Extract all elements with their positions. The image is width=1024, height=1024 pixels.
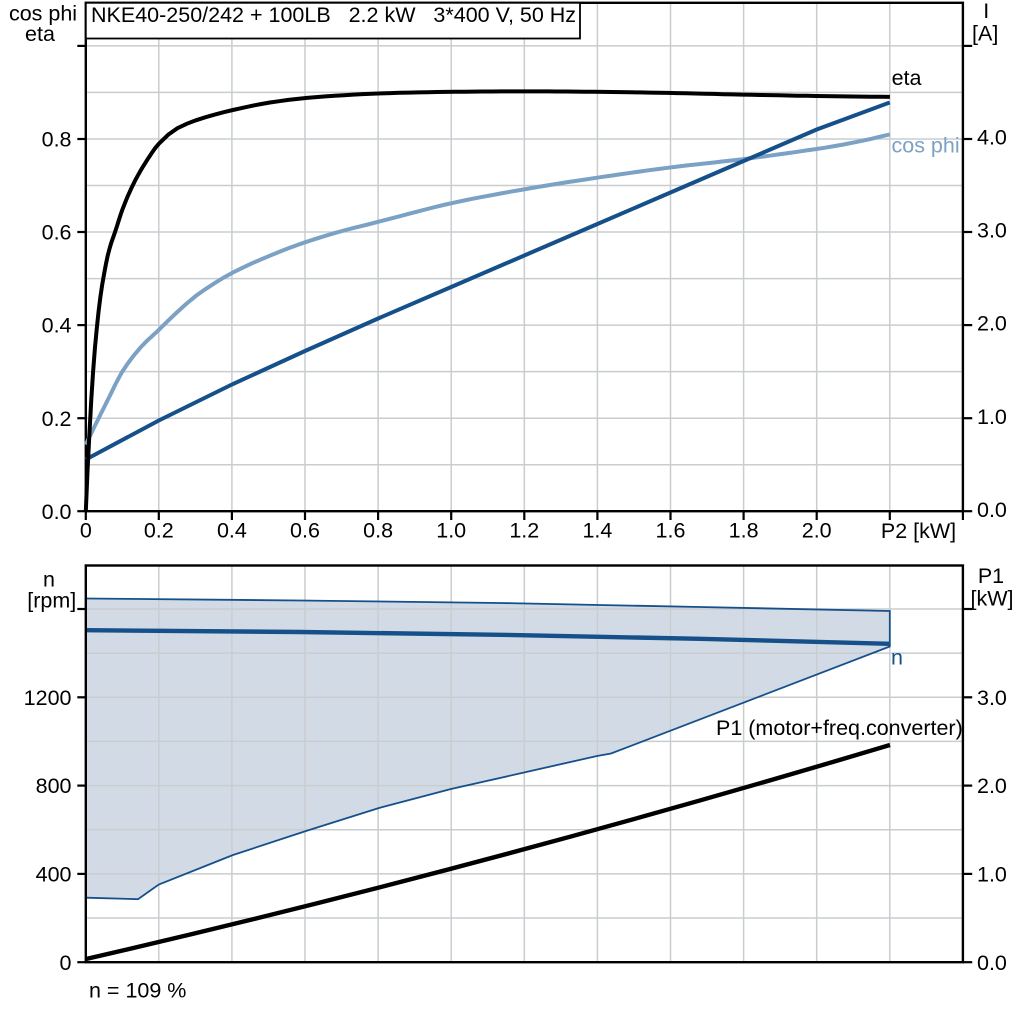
- svg-text:[A]: [A]: [972, 21, 998, 45]
- svg-text:I: I: [983, 0, 989, 23]
- svg-text:P1 (motor+freq.converter): P1 (motor+freq.converter): [716, 716, 963, 740]
- svg-text:n: n: [891, 645, 903, 669]
- svg-text:[rpm]: [rpm]: [27, 589, 76, 613]
- svg-text:0.0: 0.0: [42, 500, 72, 524]
- svg-text:cos phi: cos phi: [892, 133, 960, 157]
- svg-text:4.0: 4.0: [977, 126, 1007, 150]
- svg-text:1200: 1200: [24, 686, 72, 710]
- svg-text:800: 800: [36, 774, 72, 798]
- svg-text:1.8: 1.8: [729, 519, 759, 543]
- svg-text:2.0: 2.0: [977, 312, 1007, 336]
- svg-text:0.6: 0.6: [290, 519, 320, 543]
- svg-text:0.2: 0.2: [144, 519, 174, 543]
- svg-text:1.0: 1.0: [436, 519, 466, 543]
- svg-text:NKE40-250/242 + 100LB 2.2 kW: NKE40-250/242 + 100LB 2.2 kW 3*400 V, 50…: [91, 3, 576, 27]
- svg-text:eta: eta: [25, 22, 55, 46]
- svg-text:1.2: 1.2: [509, 519, 539, 543]
- svg-text:0.0: 0.0: [977, 498, 1007, 522]
- svg-text:0: 0: [60, 951, 72, 975]
- svg-text:2.0: 2.0: [802, 519, 832, 543]
- svg-text:1.0: 1.0: [977, 405, 1007, 429]
- svg-text:1.4: 1.4: [582, 519, 612, 543]
- svg-text:0: 0: [80, 519, 92, 543]
- svg-text:P2 [kW]: P2 [kW]: [881, 519, 956, 543]
- svg-text:cos phi: cos phi: [9, 1, 77, 25]
- svg-text:0.2: 0.2: [42, 407, 72, 431]
- svg-text:3.0: 3.0: [977, 219, 1007, 243]
- svg-text:P1: P1: [978, 564, 1004, 588]
- svg-text:n = 109 %: n = 109 %: [89, 979, 186, 1003]
- svg-text:0.8: 0.8: [42, 128, 72, 152]
- svg-text:3.0: 3.0: [977, 686, 1007, 710]
- svg-text:0.0: 0.0: [977, 951, 1007, 975]
- svg-text:1.6: 1.6: [656, 519, 686, 543]
- svg-text:400: 400: [36, 863, 72, 887]
- svg-text:1.0: 1.0: [977, 863, 1007, 887]
- svg-text:0.8: 0.8: [363, 519, 393, 543]
- svg-text:n: n: [43, 567, 55, 591]
- svg-text:0.4: 0.4: [217, 519, 247, 543]
- svg-text:0.6: 0.6: [42, 221, 72, 245]
- svg-text:eta: eta: [892, 66, 922, 90]
- svg-text:0.4: 0.4: [42, 314, 72, 338]
- svg-text:2.0: 2.0: [977, 774, 1007, 798]
- svg-text:[kW]: [kW]: [971, 587, 1014, 611]
